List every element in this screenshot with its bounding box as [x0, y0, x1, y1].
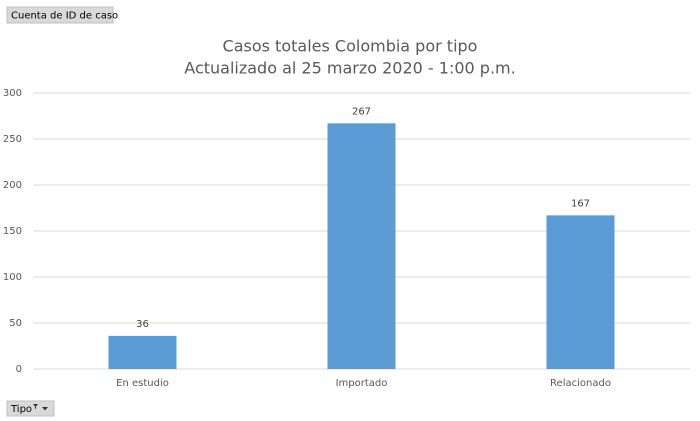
chart-subtitle: Actualizado al 25 marzo 2020 - 1:00 p.m. [184, 59, 515, 78]
dropdown-arrow [42, 407, 48, 411]
axis-field-button[interactable] [6, 400, 55, 417]
data-label: 36 [136, 319, 149, 330]
bar [327, 123, 396, 369]
x-tick-label: Relacionado [550, 378, 611, 389]
chart-title: Casos totales Colombia por tipo [223, 37, 478, 56]
bar [546, 215, 615, 369]
y-tick-label: 200 [3, 180, 22, 191]
y-tick-label: 150 [3, 226, 22, 237]
y-tick-label: 50 [9, 318, 22, 329]
axis-field-label: Tipo [10, 404, 32, 415]
value-field-button[interactable] [6, 6, 114, 24]
y-tick-label: 300 [3, 88, 22, 99]
x-tick-label: En estudio [116, 378, 169, 389]
y-tick-label: 100 [3, 272, 22, 283]
x-tick-label: Importado [336, 378, 388, 389]
data-label: 167 [571, 198, 590, 209]
y-tick-label: 250 [3, 134, 22, 145]
filter-icon [33, 404, 38, 409]
value-field-label: Cuenta de ID de caso [11, 11, 118, 22]
y-tick-label: 0 [16, 364, 22, 375]
bar [108, 335, 177, 369]
data-label: 267 [352, 106, 371, 117]
